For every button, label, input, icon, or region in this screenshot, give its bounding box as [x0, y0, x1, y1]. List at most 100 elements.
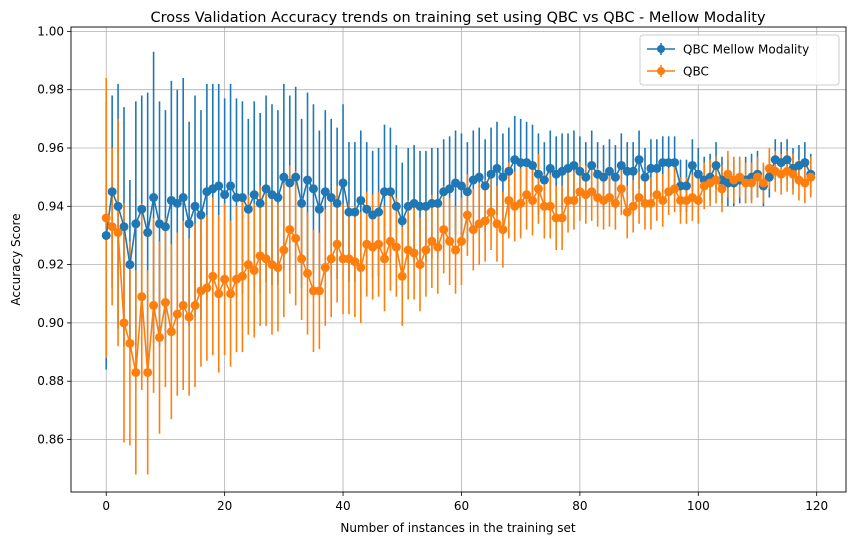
point-s1-82: [587, 187, 597, 197]
point-s1-37: [320, 263, 330, 273]
point-s0-42: [350, 207, 360, 217]
point-s0-24: [243, 204, 253, 214]
x-tick-label: 40: [335, 499, 350, 513]
point-s1-53: [415, 260, 425, 270]
point-s1-75: [545, 201, 555, 211]
point-s1-96: [670, 184, 680, 194]
point-s1-68: [504, 195, 514, 205]
point-s0-118: [800, 158, 810, 168]
point-s0-4: [125, 260, 135, 270]
point-s1-89: [628, 201, 638, 211]
y-tick-label: 0.96: [37, 141, 64, 155]
point-s0-19: [214, 181, 224, 191]
point-s0-98: [681, 181, 691, 191]
point-s1-42: [350, 257, 360, 267]
legend-entry-1: QBC: [647, 65, 709, 79]
point-s0-58: [445, 184, 455, 194]
x-tick-label: 80: [572, 499, 587, 513]
point-s1-52: [409, 248, 419, 258]
point-s0-14: [184, 219, 194, 229]
point-s0-50: [397, 216, 407, 226]
point-s0-36: [314, 204, 324, 214]
point-s1-85: [604, 193, 614, 203]
point-s0-32: [291, 172, 301, 182]
legend: QBC Mellow Modality QBC: [639, 34, 840, 86]
point-s0-93: [652, 163, 662, 173]
point-s1-27: [261, 254, 271, 264]
point-s0-16: [196, 210, 206, 220]
point-s1-79: [569, 195, 579, 205]
point-s1-104: [717, 184, 727, 194]
point-s1-110: [752, 172, 762, 182]
point-s1-17: [202, 283, 212, 293]
x-tick-label: 0: [102, 499, 110, 513]
point-s0-96: [670, 158, 680, 168]
point-s0-68: [504, 166, 514, 176]
point-s1-119: [806, 172, 816, 182]
point-s1-10: [160, 298, 170, 308]
point-s1-38: [326, 254, 336, 264]
point-s1-67: [498, 225, 508, 235]
point-s1-0: [101, 213, 111, 223]
x-axis-label: Number of instances in the training set: [340, 521, 576, 535]
point-s0-67: [498, 172, 508, 182]
x-tick-label: 100: [687, 499, 710, 513]
point-s0-84: [599, 172, 609, 182]
legend-entry-0: QBC Mellow Modality: [647, 43, 809, 57]
point-s0-30: [279, 172, 289, 182]
point-s0-44: [362, 204, 372, 214]
chart-title: Cross Validation Accuracy trends on trai…: [150, 10, 765, 26]
point-s0-65: [486, 169, 496, 179]
point-s0-89: [628, 166, 638, 176]
point-s1-48: [385, 236, 395, 246]
x-tick-label: 60: [454, 499, 469, 513]
point-s1-6: [137, 292, 147, 302]
error-bars: [105, 51, 812, 475]
point-s0-87: [616, 160, 626, 170]
point-s0-35: [308, 184, 318, 194]
point-s1-59: [451, 245, 461, 255]
point-s1-21: [226, 289, 236, 299]
point-s1-118: [800, 178, 810, 188]
point-s0-15: [190, 201, 200, 211]
point-s1-30: [279, 245, 289, 255]
y-tick-label: 0.88: [37, 374, 64, 388]
point-s0-1: [107, 187, 117, 197]
y-tick-label: 0.92: [37, 258, 64, 272]
point-s1-94: [658, 195, 668, 205]
point-s1-57: [439, 225, 449, 235]
point-s0-5: [131, 219, 141, 229]
point-s1-87: [616, 184, 626, 194]
point-s1-46: [374, 239, 384, 249]
point-s0-103: [711, 160, 721, 170]
point-s0-90: [634, 155, 644, 165]
point-s0-12: [172, 198, 182, 208]
point-s0-6: [137, 204, 147, 214]
x-tick-label: 120: [805, 499, 828, 513]
point-s0-34: [303, 175, 313, 185]
x-tick-label: 20: [217, 499, 232, 513]
point-s1-90: [634, 193, 644, 203]
point-s1-5: [131, 367, 141, 377]
y-axis-label: Accuracy Score: [9, 213, 23, 305]
point-s1-4: [125, 338, 135, 348]
point-s1-34: [303, 268, 313, 278]
point-s1-109: [747, 178, 757, 188]
point-s0-49: [391, 201, 401, 211]
point-s1-9: [155, 332, 165, 342]
point-s0-61: [462, 187, 472, 197]
point-s1-66: [492, 219, 502, 229]
point-s1-8: [149, 300, 159, 310]
point-s0-40: [338, 178, 348, 188]
point-s0-33: [297, 198, 307, 208]
point-s0-85: [604, 166, 614, 176]
point-s1-77: [557, 213, 567, 223]
point-s0-79: [569, 160, 579, 170]
point-s1-14: [184, 312, 194, 322]
point-s0-31: [285, 178, 295, 188]
point-s0-64: [480, 181, 490, 191]
series-markers: [101, 155, 816, 377]
point-s1-20: [220, 274, 230, 284]
point-s0-8: [149, 193, 159, 203]
